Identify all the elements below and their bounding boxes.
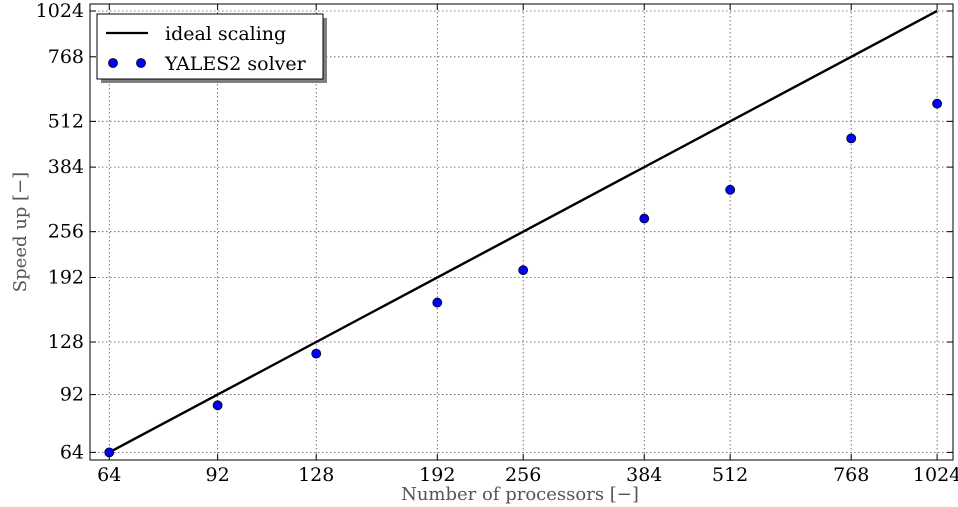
y-tick-label: 192 bbox=[48, 266, 84, 288]
yales2-data-point bbox=[932, 98, 943, 109]
y-tick-label: 64 bbox=[60, 441, 84, 463]
x-tick-label: 1024 bbox=[913, 464, 958, 486]
x-tick-label: 64 bbox=[97, 464, 121, 486]
x-tick-labels: 64 92 128 192 256 384 512 768 1024 bbox=[97, 464, 958, 486]
x-tick-label: 192 bbox=[419, 464, 455, 486]
y-tick-labels: 64 92 128 192 256 384 512 768 1024 bbox=[36, 0, 84, 463]
y-tick-label: 256 bbox=[48, 221, 84, 243]
x-tick-label: 92 bbox=[206, 464, 230, 486]
legend-box bbox=[96, 13, 324, 80]
x-tick-label: 384 bbox=[626, 464, 662, 486]
yales2-data-point bbox=[432, 297, 443, 308]
yales2-data-point bbox=[212, 400, 223, 411]
series-layer bbox=[104, 9, 943, 458]
yales2-data-point bbox=[846, 133, 857, 144]
x-axis-label: Number of processors [−] bbox=[401, 484, 639, 505]
ideal-scaling-line bbox=[108, 9, 938, 454]
legend-label-ideal-scaling: ideal scaling bbox=[165, 23, 286, 45]
y-tick-label: 92 bbox=[60, 384, 84, 406]
y-tick-label: 768 bbox=[48, 46, 84, 68]
y-tick-label: 1024 bbox=[36, 0, 84, 22]
yales2-data-point bbox=[725, 184, 736, 195]
legend-label-yales2-solver: YALES2 solver bbox=[164, 53, 307, 75]
x-tick-label: 256 bbox=[505, 464, 541, 486]
axis-ticks bbox=[90, 4, 953, 460]
yales2-data-point bbox=[639, 213, 650, 224]
x-tick-label: 128 bbox=[298, 464, 334, 486]
legend-marker-swatch-1 bbox=[108, 58, 118, 68]
x-tick-label: 512 bbox=[712, 464, 748, 486]
yales2-data-point bbox=[518, 265, 529, 276]
y-tick-label: 128 bbox=[48, 331, 84, 353]
legend: ideal scaling YALES2 solver bbox=[96, 13, 327, 83]
y-tick-label: 512 bbox=[48, 110, 84, 132]
x-tick-label: 768 bbox=[833, 464, 869, 486]
yales2-data-point bbox=[311, 348, 322, 359]
y-axis-label: Speed up [−] bbox=[10, 172, 31, 292]
legend-marker-swatch-2 bbox=[136, 58, 146, 68]
y-tick-label: 384 bbox=[48, 156, 84, 178]
